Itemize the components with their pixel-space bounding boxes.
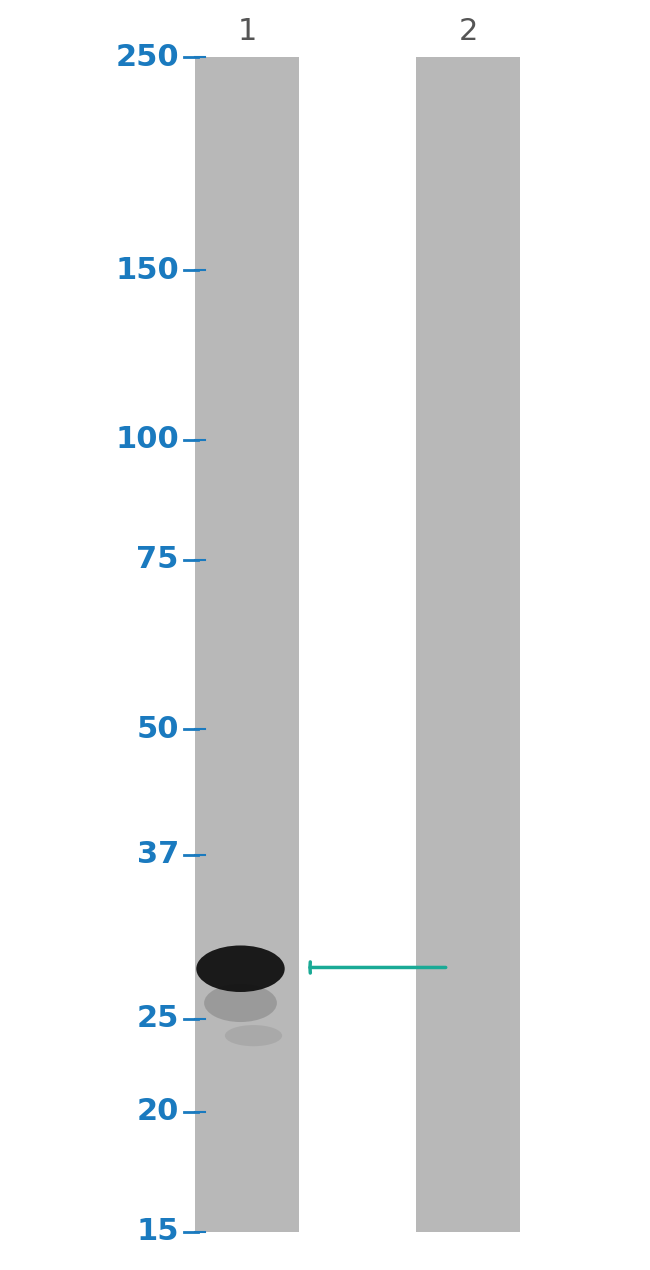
Bar (195, 57, 299, 1232)
Ellipse shape (196, 945, 285, 992)
Text: 50: 50 (136, 715, 179, 744)
Bar (416, 57, 520, 1232)
Text: 250: 250 (115, 43, 179, 71)
Text: 15: 15 (136, 1218, 179, 1246)
Ellipse shape (225, 1025, 282, 1046)
Text: 150: 150 (115, 257, 179, 284)
Text: 100: 100 (115, 425, 179, 455)
Text: 1: 1 (237, 18, 257, 46)
Text: 75: 75 (136, 545, 179, 574)
Text: 20: 20 (136, 1097, 179, 1126)
Text: 25: 25 (136, 1005, 179, 1033)
Ellipse shape (204, 984, 277, 1022)
Text: 2: 2 (458, 18, 478, 46)
Text: 37: 37 (136, 841, 179, 870)
